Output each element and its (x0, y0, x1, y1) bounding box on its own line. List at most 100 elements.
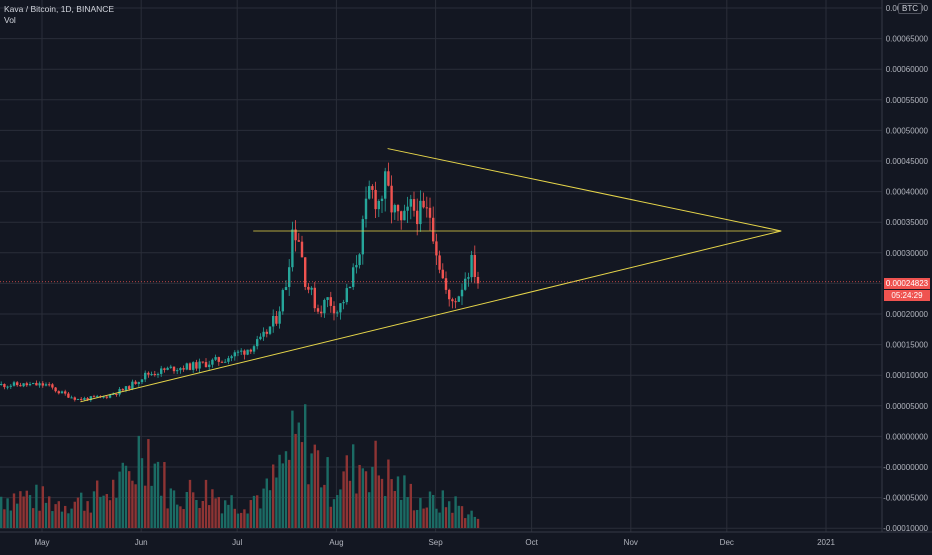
candle-body (409, 199, 412, 207)
volume-bar (374, 440, 377, 528)
x-tick-label: May (34, 538, 49, 547)
x-tick-label: Nov (624, 538, 638, 547)
volume-bar (19, 491, 22, 528)
volume-bar (140, 458, 144, 528)
volume-bar (9, 510, 12, 528)
candle-body (230, 356, 233, 359)
volume-bar (470, 510, 473, 528)
candle-body (83, 398, 86, 400)
volume-bar (48, 496, 51, 528)
candle-body (310, 287, 313, 290)
candle-body (195, 362, 198, 369)
volume-bar (236, 513, 240, 528)
candle-body (316, 308, 320, 312)
volume-label: Vol (4, 15, 16, 25)
y-tick-label: 0.00010000 (886, 371, 929, 380)
candle-body (268, 326, 272, 334)
candle-body (390, 185, 393, 213)
y-tick-label: 0.00005000 (886, 402, 929, 411)
volume-bar (198, 507, 201, 528)
volume-bar (400, 499, 403, 528)
volume-bar (249, 500, 252, 528)
volume-bar (304, 404, 307, 528)
candle-body (259, 336, 262, 340)
candle-body (153, 373, 156, 375)
triangle-lower-line (80, 230, 782, 403)
candle-body (28, 383, 32, 386)
volume-bar (288, 459, 291, 528)
candle-body (108, 394, 112, 398)
volume-bar (310, 453, 313, 528)
candle-body (137, 382, 140, 384)
volume-bar (262, 488, 265, 528)
candle-body (454, 301, 457, 303)
volume-bar (99, 496, 102, 528)
x-tick-label: Oct (525, 538, 538, 547)
candle-body (361, 219, 364, 255)
volume-bar (272, 464, 275, 528)
volume-bar (67, 513, 70, 528)
candle-body (176, 370, 179, 372)
volume-bar (416, 509, 419, 528)
candle-body (291, 229, 294, 268)
candle-body (352, 267, 355, 287)
candle-body (348, 286, 352, 289)
volume-bar (252, 495, 256, 528)
volume-bar (214, 498, 217, 528)
candle-body (211, 359, 214, 365)
volume-bar (265, 478, 268, 528)
candle-body (246, 349, 249, 355)
candle-body (89, 396, 92, 401)
volume-bar (227, 504, 230, 528)
candle-body (214, 357, 217, 360)
countdown-tag: 05:24:29 (884, 290, 930, 301)
candle-body (12, 382, 16, 386)
volume-bar (57, 501, 60, 528)
y-tick-label: 0.00030000 (886, 249, 929, 258)
candle-body (172, 366, 176, 372)
y-tick-label: 0.00055000 (886, 96, 929, 105)
volume-bar (76, 497, 80, 528)
currency-badge[interactable]: BTC (898, 3, 922, 14)
y-tick-label: 0.00045000 (886, 157, 929, 166)
candle-body (64, 391, 67, 394)
volume-bar (377, 475, 380, 528)
candle-body (406, 206, 409, 211)
candle-body (124, 386, 128, 391)
volume-bar (339, 489, 342, 528)
volume-bar (268, 490, 272, 528)
candle-body (476, 276, 480, 284)
candle-body (80, 398, 83, 400)
volume-bar (441, 490, 444, 528)
volume-bar (35, 484, 38, 528)
candle-body (262, 331, 265, 337)
candle-body (35, 382, 38, 386)
candle-body (336, 312, 339, 314)
candle-body (182, 368, 185, 370)
candle-body (323, 299, 326, 314)
candle-body (457, 296, 460, 302)
volume-bar (387, 459, 390, 528)
candle-body (54, 387, 57, 392)
volume-bar (115, 498, 118, 528)
last-price-tag: 0.00024823 (884, 278, 930, 289)
volume-bar (403, 475, 406, 528)
volume-bar (240, 512, 243, 528)
candle-body (32, 382, 35, 384)
candle-body (240, 350, 243, 352)
candle-body (460, 289, 464, 297)
candle-body (224, 361, 227, 363)
volume-bar (192, 492, 195, 528)
volume-bar (406, 497, 409, 528)
volume-bar (300, 442, 304, 528)
candle-body (422, 200, 425, 208)
candle-body (243, 350, 246, 355)
volume-bar (12, 493, 16, 528)
volume-bar (211, 489, 214, 528)
volume-bar (22, 496, 25, 528)
candle-body (25, 383, 28, 386)
candle-body (304, 257, 307, 287)
